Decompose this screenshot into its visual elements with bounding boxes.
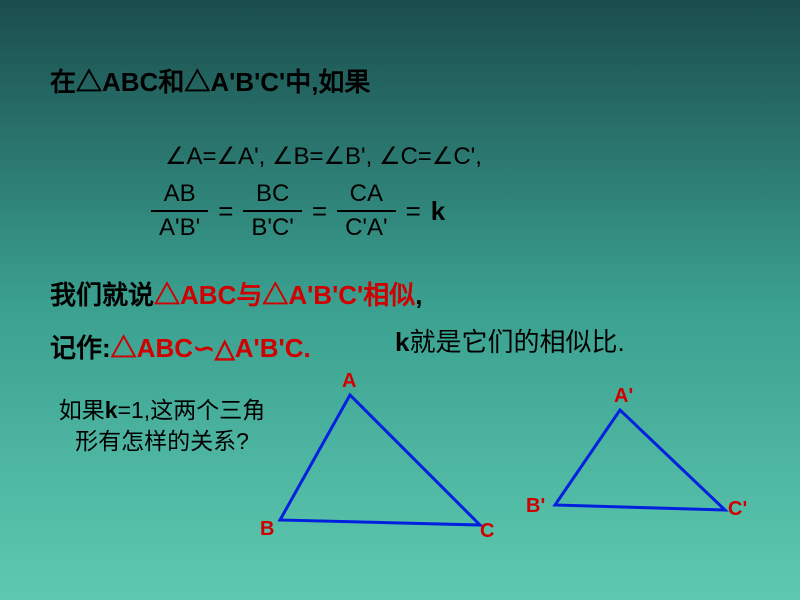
- fraction-ca: CA C'A': [337, 180, 396, 242]
- numerator: BC: [248, 180, 297, 210]
- vertex-c: C: [480, 520, 494, 543]
- text-part: 就是它们的相似比.: [409, 327, 624, 357]
- ratio-explanation: k就是它们的相似比.: [395, 322, 625, 359]
- intro-text: 在△ABC和△A'B'C'中,如果: [50, 62, 370, 99]
- fraction-ab: AB A'B': [151, 180, 208, 242]
- vertex-b: B: [260, 518, 274, 541]
- denominator: A'B': [151, 210, 208, 242]
- denominator: B'C': [243, 210, 302, 242]
- k-symbol: k: [105, 397, 118, 423]
- k-symbol: k: [395, 327, 409, 357]
- numerator: CA: [342, 180, 391, 210]
- question-text: 如果k=1,这两个三角形有怎样的关系?: [52, 395, 272, 457]
- triangles-diagram: A B C A' B' C': [270, 380, 790, 580]
- similarity-statement: 我们就说△ABC与△A'B'C'相似,: [50, 275, 422, 312]
- similar-triangles-text: △ABC与△A'B'C'相似: [154, 280, 415, 310]
- fraction-bc: BC B'C': [243, 180, 302, 242]
- triangle-abc: [280, 395, 480, 525]
- vertex-c-prime: C': [728, 498, 747, 521]
- equals-sign: =: [312, 196, 327, 227]
- angle-equalities: ∠A=∠A', ∠B=∠B', ∠C=∠C',: [165, 142, 482, 171]
- text-part: 我们就说: [50, 280, 154, 310]
- denominator: C'A': [337, 210, 396, 242]
- numerator: AB: [156, 180, 204, 210]
- vertex-b-prime: B': [526, 495, 545, 518]
- notation-symbol: △ABC∽△A'B'C.: [111, 333, 311, 363]
- equals-sign: =: [218, 196, 233, 227]
- vertex-a: A: [342, 370, 356, 393]
- text-part: ,: [415, 280, 422, 310]
- equals-sign: =: [406, 196, 421, 227]
- vertex-a-prime: A': [614, 385, 633, 408]
- triangles-svg: [270, 380, 790, 580]
- constant-k: k: [431, 196, 445, 227]
- ratio-equation: AB A'B' = BC B'C' = CA C'A' = k: [145, 180, 445, 242]
- triangle-abc-prime: [555, 410, 725, 510]
- notation-line: 记作:△ABC∽△A'B'C.: [50, 328, 311, 365]
- text-part: 如果: [59, 397, 105, 423]
- text-part: 记作:: [50, 333, 111, 363]
